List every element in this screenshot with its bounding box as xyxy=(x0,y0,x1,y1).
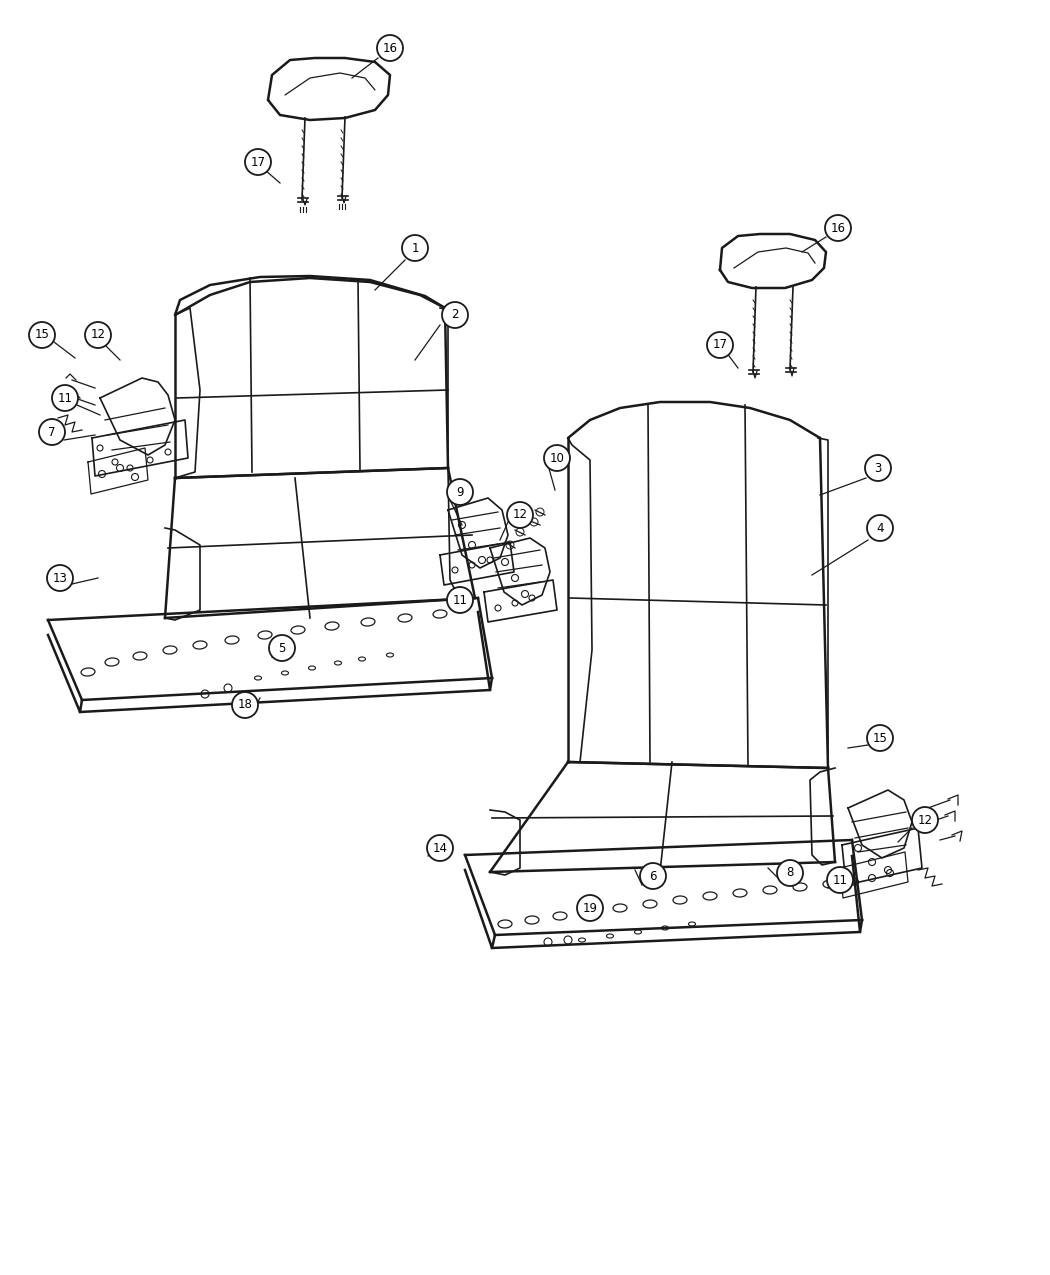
Text: 12: 12 xyxy=(918,813,932,826)
Text: 2: 2 xyxy=(452,309,459,321)
Circle shape xyxy=(447,479,473,505)
Circle shape xyxy=(245,149,271,175)
Circle shape xyxy=(459,521,465,529)
Text: 15: 15 xyxy=(873,732,887,745)
Text: 11: 11 xyxy=(58,391,72,404)
Text: 7: 7 xyxy=(48,426,56,439)
Circle shape xyxy=(39,419,65,445)
Circle shape xyxy=(544,445,570,470)
Text: 14: 14 xyxy=(433,842,447,854)
Text: 17: 17 xyxy=(713,338,728,352)
Text: 9: 9 xyxy=(457,486,464,499)
Circle shape xyxy=(855,844,861,852)
Text: 6: 6 xyxy=(649,870,656,882)
Circle shape xyxy=(269,635,295,660)
Circle shape xyxy=(427,835,453,861)
Circle shape xyxy=(522,590,528,598)
Text: 12: 12 xyxy=(512,509,527,521)
Circle shape xyxy=(868,858,876,866)
Text: 12: 12 xyxy=(90,329,105,342)
Circle shape xyxy=(52,385,78,411)
Circle shape xyxy=(29,323,55,348)
Circle shape xyxy=(468,542,476,548)
Circle shape xyxy=(578,895,603,921)
Circle shape xyxy=(112,459,118,465)
Text: 10: 10 xyxy=(549,451,565,464)
Circle shape xyxy=(97,445,103,451)
Text: 16: 16 xyxy=(382,42,398,55)
Circle shape xyxy=(447,586,473,613)
Circle shape xyxy=(165,449,171,455)
Circle shape xyxy=(777,861,803,886)
Text: 19: 19 xyxy=(583,901,597,914)
Circle shape xyxy=(502,558,508,566)
Circle shape xyxy=(507,502,533,528)
Circle shape xyxy=(707,332,733,358)
Circle shape xyxy=(865,455,891,481)
Text: 18: 18 xyxy=(237,699,252,711)
Circle shape xyxy=(127,465,133,470)
Text: 13: 13 xyxy=(52,571,67,584)
Text: 1: 1 xyxy=(412,241,419,255)
Text: 15: 15 xyxy=(35,329,49,342)
Circle shape xyxy=(85,323,111,348)
Circle shape xyxy=(867,515,892,541)
Text: 8: 8 xyxy=(786,867,794,880)
Circle shape xyxy=(402,235,428,261)
Circle shape xyxy=(47,565,74,592)
Text: 16: 16 xyxy=(831,222,845,235)
Circle shape xyxy=(511,575,519,581)
Text: 3: 3 xyxy=(875,462,882,474)
Circle shape xyxy=(442,302,468,328)
Text: 4: 4 xyxy=(877,521,884,534)
Circle shape xyxy=(867,725,892,751)
Circle shape xyxy=(827,867,853,892)
Circle shape xyxy=(232,692,258,718)
Circle shape xyxy=(147,456,153,463)
Text: 11: 11 xyxy=(833,873,847,886)
Circle shape xyxy=(912,807,938,833)
Circle shape xyxy=(479,556,485,564)
Text: 17: 17 xyxy=(251,156,266,168)
Text: 11: 11 xyxy=(453,593,467,607)
Circle shape xyxy=(825,215,851,241)
Circle shape xyxy=(640,863,666,889)
Circle shape xyxy=(884,867,891,873)
Circle shape xyxy=(377,34,403,61)
Text: 5: 5 xyxy=(278,641,286,654)
